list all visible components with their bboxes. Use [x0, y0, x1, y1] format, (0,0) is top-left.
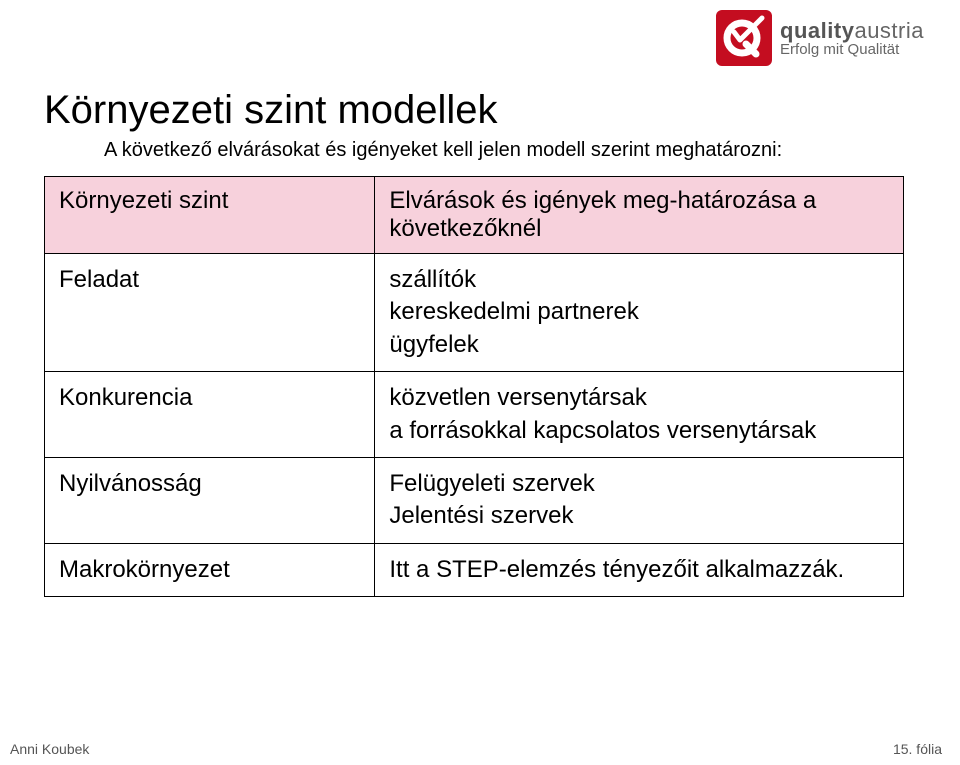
table-row: Nyilvánosság Felügyeleti szervek Jelenté… [45, 457, 904, 543]
table-row: Makrokörnyezet Itt a STEP-elemzés tényez… [45, 543, 904, 596]
page-subtitle: A következő elvárásokat és igényeket kel… [104, 139, 916, 162]
row-label: Nyilvánosság [45, 457, 375, 543]
page-title: Környezeti szint modellek [44, 88, 916, 133]
row-label: Konkurencia [45, 372, 375, 458]
row-value: Itt a STEP-elemzés tényezőit alkalmazzák… [375, 543, 904, 596]
row-label: Makrokörnyezet [45, 543, 375, 596]
cell-line: Jelentési szervek [389, 500, 893, 532]
row-value: Felügyeleti szervek Jelentési szervek [375, 457, 904, 543]
table-row: Konkurencia közvetlen versenytársak a fo… [45, 372, 904, 458]
model-table: Környezeti szint Elvárások és igények me… [44, 176, 904, 597]
footer-slide-number: 15. fólia [893, 741, 942, 757]
row-label: Feladat [45, 254, 375, 372]
brand-text: qualityaustria Erfolg mit Qualität [780, 19, 924, 58]
cell-line: szállítók [389, 264, 893, 296]
brand-name: qualityaustria [780, 19, 924, 42]
table-row: Feladat szállítók kereskedelmi partnerek… [45, 254, 904, 372]
brand-tagline: Erfolg mit Qualität [780, 42, 924, 58]
row-value: szállítók kereskedelmi partnerek ügyfele… [375, 254, 904, 372]
footer-author: Anni Koubek [10, 741, 89, 757]
brand-logo-block: qualityaustria Erfolg mit Qualität [716, 10, 924, 66]
header-right: Elvárások és igények meg-határozása a kö… [375, 177, 904, 254]
cell-line: Itt a STEP-elemzés tényezőit alkalmazzák… [389, 554, 893, 586]
qualityaustria-logo-icon [716, 10, 772, 66]
cell-line: a forrásokkal kapcsolatos versenytársak [389, 415, 893, 447]
slide-page: qualityaustria Erfolg mit Qualität Körny… [0, 0, 960, 765]
header-left: Környezeti szint [45, 177, 375, 254]
cell-line: kereskedelmi partnerek [389, 296, 893, 328]
cell-line: közvetlen versenytársak [389, 382, 893, 414]
row-value: közvetlen versenytársak a forrásokkal ka… [375, 372, 904, 458]
table-header-row: Környezeti szint Elvárások és igények me… [45, 177, 904, 254]
cell-line: ügyfelek [389, 329, 893, 361]
cell-line: Felügyeleti szervek [389, 468, 893, 500]
